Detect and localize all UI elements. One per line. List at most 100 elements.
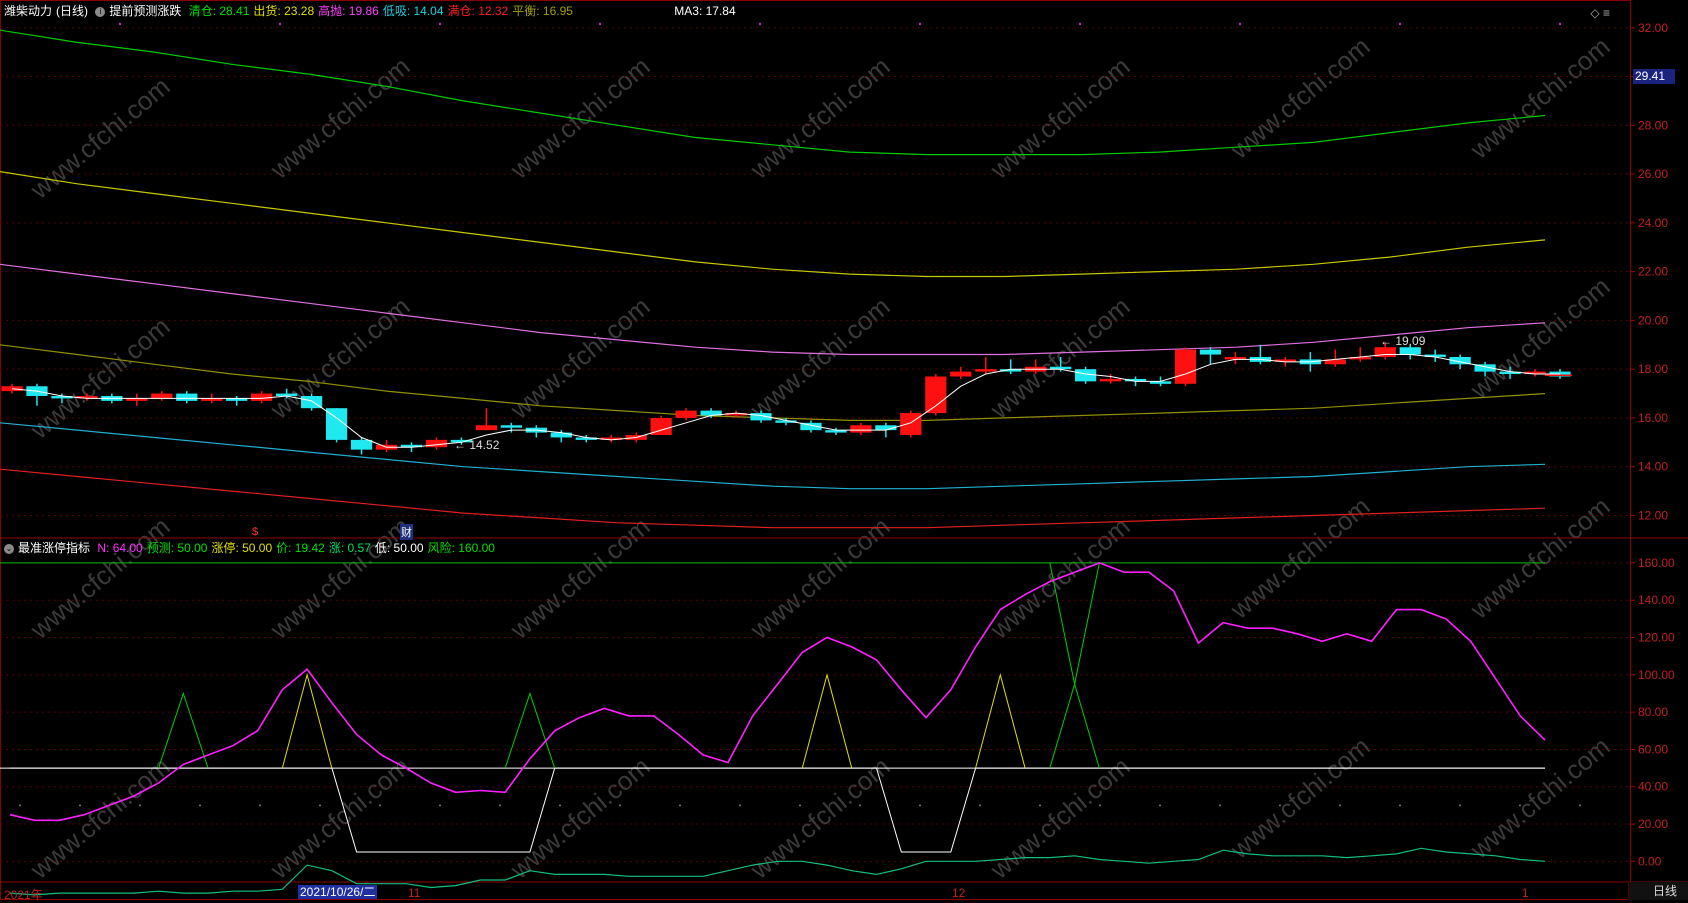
candle-body[interactable] (325, 408, 348, 440)
candle-body[interactable] (276, 393, 298, 396)
candle-body[interactable] (575, 437, 597, 440)
candle-body[interactable] (1075, 369, 1097, 382)
dot (1459, 804, 1461, 807)
candle-body[interactable] (126, 398, 148, 401)
candle-body[interactable] (1424, 354, 1446, 357)
dot (319, 804, 321, 807)
candle-body[interactable] (400, 444, 423, 448)
candle-body[interactable] (650, 417, 672, 436)
candle-body[interactable] (201, 398, 223, 401)
candle-body[interactable] (176, 393, 198, 401)
rise-line (9, 847, 1546, 896)
candle-body[interactable] (1524, 371, 1546, 375)
dot (259, 804, 261, 807)
candle-body[interactable] (950, 371, 972, 377)
candle-body[interactable] (825, 430, 847, 433)
price-axis-label: 20.00 (1638, 313, 1668, 327)
candle-body[interactable] (1324, 359, 1346, 365)
candle-body[interactable] (725, 413, 747, 416)
sub-indicator-values: N: 64.00 预测: 50.00 涨停: 50.00 价: 19.42 涨: 0.5… (97, 541, 499, 555)
watermark-text: www.cfchi.com (744, 751, 896, 885)
price-axis-label: 16.00 (1638, 411, 1668, 425)
candle-body[interactable] (700, 410, 722, 416)
sub-axis-label: 20.00 (1638, 817, 1668, 831)
sub-value-2: 涨停: 50.00 (211, 541, 273, 555)
candle-body[interactable] (500, 425, 522, 428)
candle-body[interactable] (850, 425, 872, 433)
sub-indicator-name[interactable]: 最准涨停指标 (18, 541, 91, 555)
candle-body[interactable] (675, 410, 697, 418)
dot (1099, 804, 1101, 807)
candle-body[interactable] (1050, 366, 1072, 370)
price-bands (0, 29, 1546, 529)
candle-body[interactable] (1499, 371, 1521, 375)
period-button[interactable]: 日线 (1628, 882, 1688, 900)
diamond-icon[interactable]: ◇ ≡ (1590, 6, 1610, 20)
top-dot (918, 22, 922, 26)
collapse-icon[interactable]: ⌄ (4, 543, 14, 554)
candle-body[interactable] (1224, 356, 1247, 360)
candle-body[interactable] (1000, 369, 1022, 372)
watermark-text: www.cfchi.com (1224, 731, 1376, 865)
info-icon[interactable]: i (95, 6, 106, 17)
candle-body[interactable] (51, 395, 73, 399)
candle-body[interactable] (226, 398, 248, 401)
dot (1519, 804, 1521, 807)
watermark-text: www.cfchi.com (504, 511, 656, 645)
candle-body[interactable] (251, 393, 273, 401)
candle-body[interactable] (1449, 356, 1471, 365)
dot (79, 804, 81, 807)
candle-body[interactable] (1374, 347, 1396, 357)
main-header: 潍柴动力 (日线) i 提前预测涨跌 清仓: 28.41 出货: 23.28 高抛: 1… (4, 3, 740, 19)
top-dot (278, 22, 282, 26)
sub-header: ⌄ 最准涨停指标 N: 64.00 预测: 50.00 涨停: 50.00 价: 19.… (4, 540, 503, 556)
candle-body[interactable] (1124, 378, 1147, 382)
candle-body[interactable] (925, 376, 947, 414)
watermark-text: www.cfchi.com (264, 751, 416, 885)
indicator-name[interactable]: 提前预测涨跌 (109, 4, 182, 18)
top-dot (1238, 22, 1242, 26)
sub-value-3: 价: 19.42 (276, 541, 325, 555)
candle-body[interactable] (301, 395, 323, 409)
candle-body[interactable] (875, 425, 897, 431)
dot (1579, 804, 1581, 807)
stock-name[interactable]: 潍柴动力 (4, 4, 53, 18)
watermark-text: www.cfchi.com (984, 291, 1136, 425)
dot (619, 804, 621, 807)
marker-finance[interactable]: 财 (400, 524, 413, 540)
candle-body[interactable] (600, 437, 622, 440)
candle-body[interactable] (151, 393, 173, 399)
top-value-2: 高抛: 19.86 (318, 4, 379, 18)
date-selected: 2021/10/26/二 (298, 885, 378, 899)
candle-body[interactable] (475, 425, 497, 431)
dot (979, 804, 981, 807)
watermark-text: www.cfchi.com (1464, 491, 1616, 625)
candle-body[interactable] (1, 386, 23, 392)
candle-body[interactable] (975, 369, 997, 372)
watermark-text: www.cfchi.com (1464, 271, 1616, 405)
candle-body[interactable] (800, 422, 822, 431)
price-axis-label: 32.00 (1638, 21, 1668, 35)
candle-body[interactable] (1149, 381, 1172, 384)
candle-body[interactable] (1099, 378, 1122, 382)
candle-body[interactable] (1349, 356, 1371, 360)
candle-body[interactable] (550, 432, 572, 438)
dot (1399, 804, 1401, 807)
candle-body[interactable] (1474, 364, 1496, 372)
candle-body[interactable] (750, 413, 772, 421)
candle-body[interactable] (1174, 349, 1197, 384)
candle-body[interactable] (350, 439, 373, 450)
marker-dollar[interactable]: $ (252, 526, 259, 538)
candle-body[interactable] (1199, 349, 1222, 355)
candle-body[interactable] (1399, 347, 1421, 355)
dot (679, 804, 681, 807)
candle-body[interactable] (775, 420, 797, 423)
candle-body[interactable] (76, 395, 98, 399)
watermark-text: www.cfchi.com (1224, 491, 1376, 625)
candle-body[interactable] (900, 413, 922, 436)
candle-body[interactable] (1274, 359, 1296, 362)
candle-body[interactable] (425, 439, 448, 448)
candle-body[interactable] (450, 439, 473, 443)
